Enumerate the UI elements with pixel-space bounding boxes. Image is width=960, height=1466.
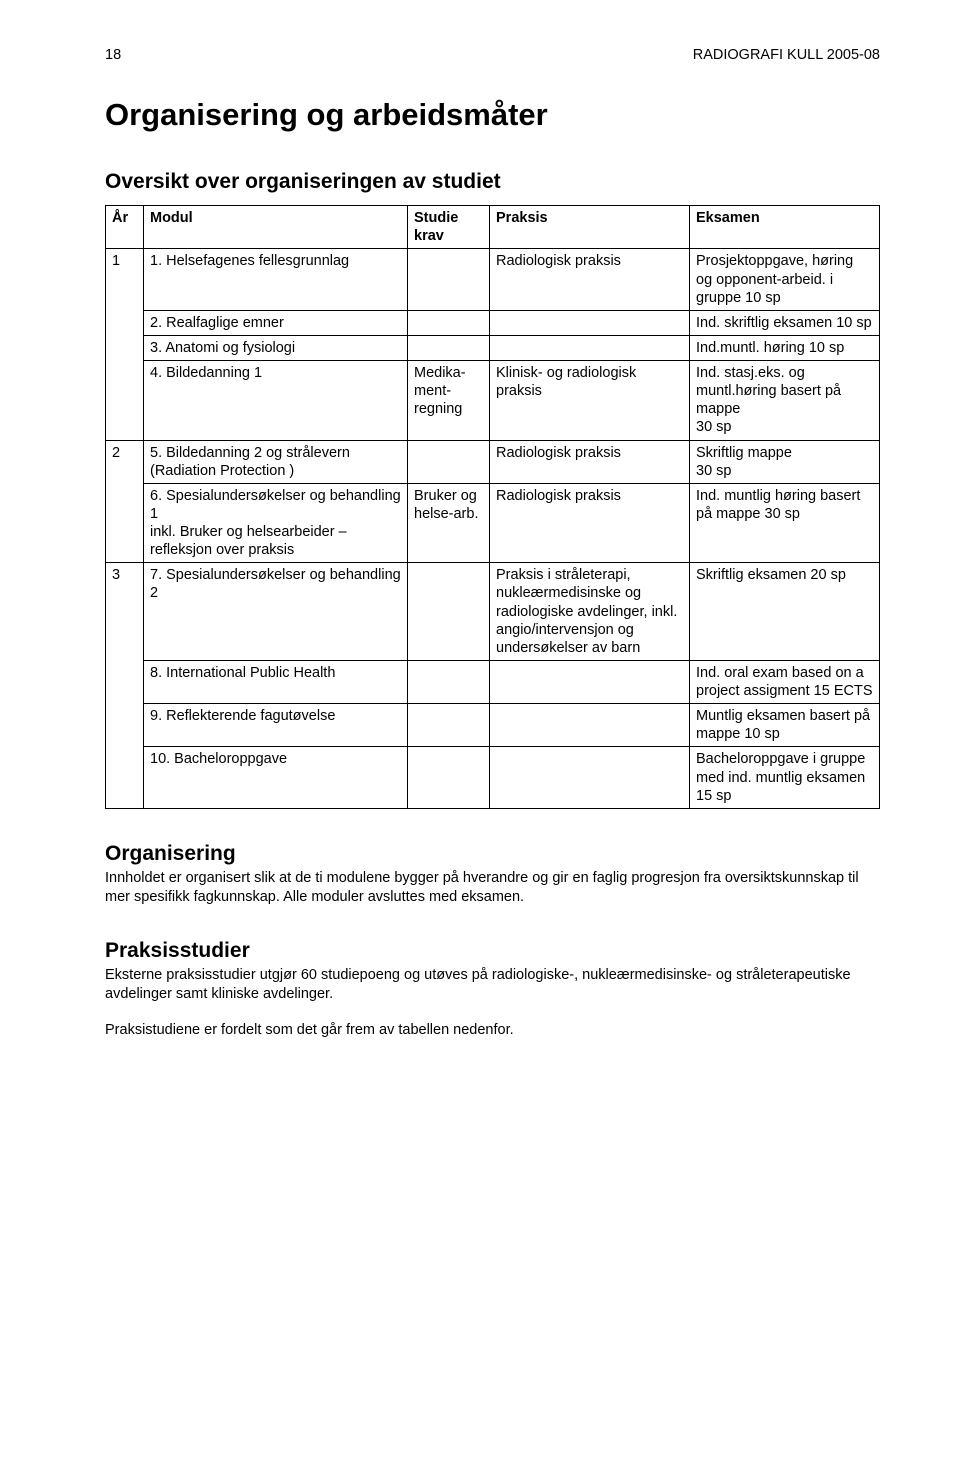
table-header-row: År Modul Studiekrav Praksis Eksamen: [106, 206, 880, 249]
cell-eksamen: Ind. muntlig høring basert på mappe 30 s…: [690, 483, 880, 563]
cell-studie: [408, 704, 490, 747]
table-row: 6. Spesialundersøkelser og behandling 1i…: [106, 483, 880, 563]
table-row: 37. Spesialundersøkelser og behandling 2…: [106, 563, 880, 661]
cell-modul: 9. Reflekterende fagutøvelse: [144, 704, 408, 747]
cell-studie: Medika-ment-regning: [408, 361, 490, 441]
cell-eksamen: Prosjektoppgave, høring og opponent-arbe…: [690, 249, 880, 310]
col-year: År: [106, 206, 144, 249]
cell-studie: [408, 249, 490, 310]
cell-studie: [408, 563, 490, 661]
table-row: 2. Realfaglige emner Ind. skriftlig eksam…: [106, 310, 880, 335]
cell-studie: [408, 335, 490, 360]
praksisstudier-heading: Praksisstudier: [105, 938, 880, 964]
cell-studie: [408, 747, 490, 808]
cell-eksamen: Bacheloroppgave i gruppe med ind. muntli…: [690, 747, 880, 808]
col-studie: Studiekrav: [408, 206, 490, 249]
cell-modul: 5. Bildedanning 2 og strålevern (Radiati…: [144, 440, 408, 483]
cell-praksis: [490, 704, 690, 747]
cell-praksis: [490, 747, 690, 808]
cell-modul: 1. Helsefagenes fellesgrunnlag: [144, 249, 408, 310]
cell-studie: [408, 310, 490, 335]
table-row: 25. Bildedanning 2 og strålevern (Radiat…: [106, 440, 880, 483]
document-title: RADIOGRAFI KULL 2005-08: [693, 46, 880, 64]
page-header: 18 RADIOGRAFI KULL 2005-08: [105, 46, 880, 64]
praksisstudier-text-2: Praksistudiene er fordelt som det går fr…: [105, 1021, 880, 1040]
praksisstudier-text-1: Eksterne praksisstudier utgjør 60 studie…: [105, 966, 880, 1003]
col-praksis: Praksis: [490, 206, 690, 249]
cell-praksis: Radiologisk praksis: [490, 483, 690, 563]
cell-praksis: [490, 660, 690, 703]
cell-modul: 7. Spesialundersøkelser og behandling 2: [144, 563, 408, 661]
cell-studie: [408, 440, 490, 483]
table-row: 3. Anatomi og fysiologi Ind.muntl. høring…: [106, 335, 880, 360]
overview-heading: Oversikt over organiseringen av studiet: [105, 169, 880, 195]
cell-praksis: Radiologisk praksis: [490, 249, 690, 310]
cell-praksis: Praksis i stråleterapi, nukleærmedisinsk…: [490, 563, 690, 661]
cell-praksis: [490, 335, 690, 360]
cell-eksamen: Ind.muntl. høring 10 sp: [690, 335, 880, 360]
col-eksamen: Eksamen: [690, 206, 880, 249]
cell-modul: 6. Spesialundersøkelser og behandling 1i…: [144, 483, 408, 563]
cell-eksamen: Muntlig eksamen basert på mappe 10 sp: [690, 704, 880, 747]
cell-praksis: [490, 310, 690, 335]
cell-eksamen: Ind. oral exam based on a project assigm…: [690, 660, 880, 703]
page-number: 18: [105, 46, 121, 64]
cell-eksamen: Ind. skriftlig eksamen 10 sp: [690, 310, 880, 335]
cell-year: 2: [106, 440, 144, 563]
table-row: 4. Bildedanning 1Medika-ment-regningKlin…: [106, 361, 880, 441]
cell-praksis: Klinisk- og radiologisk praksis: [490, 361, 690, 441]
col-modul: Modul: [144, 206, 408, 249]
table-row: 10. Bacheloroppgave Bacheloroppgave i gru…: [106, 747, 880, 808]
cell-modul: 3. Anatomi og fysiologi: [144, 335, 408, 360]
cell-eksamen: Skriftlig mappe30 sp: [690, 440, 880, 483]
cell-studie: Bruker og helse-arb.: [408, 483, 490, 563]
cell-year: 3: [106, 563, 144, 809]
cell-eksamen: Ind. stasj.eks. og muntl.høring basert p…: [690, 361, 880, 441]
table-body: 11. Helsefagenes fellesgrunnlag Radiologi…: [106, 249, 880, 808]
cell-modul: 10. Bacheloroppgave: [144, 747, 408, 808]
cell-studie: [408, 660, 490, 703]
table-row: 11. Helsefagenes fellesgrunnlagRadiologi…: [106, 249, 880, 310]
cell-modul: 4. Bildedanning 1: [144, 361, 408, 441]
main-heading: Organisering og arbeidsmåter: [105, 96, 880, 135]
cell-year: 1: [106, 249, 144, 440]
table-row: 9. Reflekterende fagutøvelse Muntlig eksa…: [106, 704, 880, 747]
organisation-table: År Modul Studiekrav Praksis Eksamen 11. …: [105, 205, 880, 809]
cell-modul: 2. Realfaglige emner: [144, 310, 408, 335]
organisering-text: Innholdet er organisert slik at de ti mo…: [105, 869, 880, 906]
organisering-heading: Organisering: [105, 841, 880, 867]
table-row: 8. International Public Health Ind. oral …: [106, 660, 880, 703]
cell-praksis: Radiologisk praksis: [490, 440, 690, 483]
cell-modul: 8. International Public Health: [144, 660, 408, 703]
cell-eksamen: Skriftlig eksamen 20 sp: [690, 563, 880, 661]
